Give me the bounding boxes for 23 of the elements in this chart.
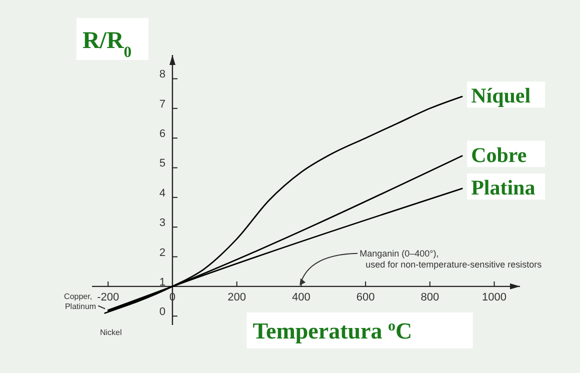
- y-tick-label: 1: [159, 276, 166, 288]
- series-label: Cobre: [471, 142, 527, 167]
- y-tick-label: 6: [159, 128, 166, 140]
- series-label: Platina: [471, 176, 536, 200]
- x-axis-title: Temperatura $^{o}$C: [252, 318, 412, 344]
- series-label: Níquel: [471, 84, 531, 108]
- y-tick-label: 0: [159, 306, 166, 318]
- annotation: Manganin (0–400°), used for non-temperature-sensitive resistors: [360, 248, 542, 270]
- x-tick-label: 200: [228, 291, 246, 304]
- annotation: Nickel: [100, 328, 122, 338]
- y-tick-label: 4: [159, 187, 166, 200]
- y-tick-label: 8: [159, 68, 166, 81]
- x-tick-label: -200: [97, 291, 120, 304]
- x-tick-label: 800: [420, 291, 440, 304]
- x-tick-label: 1000: [482, 291, 506, 304]
- x-tick-label: 600: [356, 291, 375, 304]
- x-tick-label: 400: [292, 291, 310, 304]
- y-axis-title: R/R$_{0}$: [82, 28, 132, 60]
- y-tick-label: 2: [159, 246, 166, 259]
- y-tick-label: 3: [159, 217, 166, 230]
- y-tick-label: 7: [159, 98, 166, 110]
- y-tick-label: 5: [159, 158, 166, 170]
- annotation: Copper, Platinum: [64, 292, 96, 311]
